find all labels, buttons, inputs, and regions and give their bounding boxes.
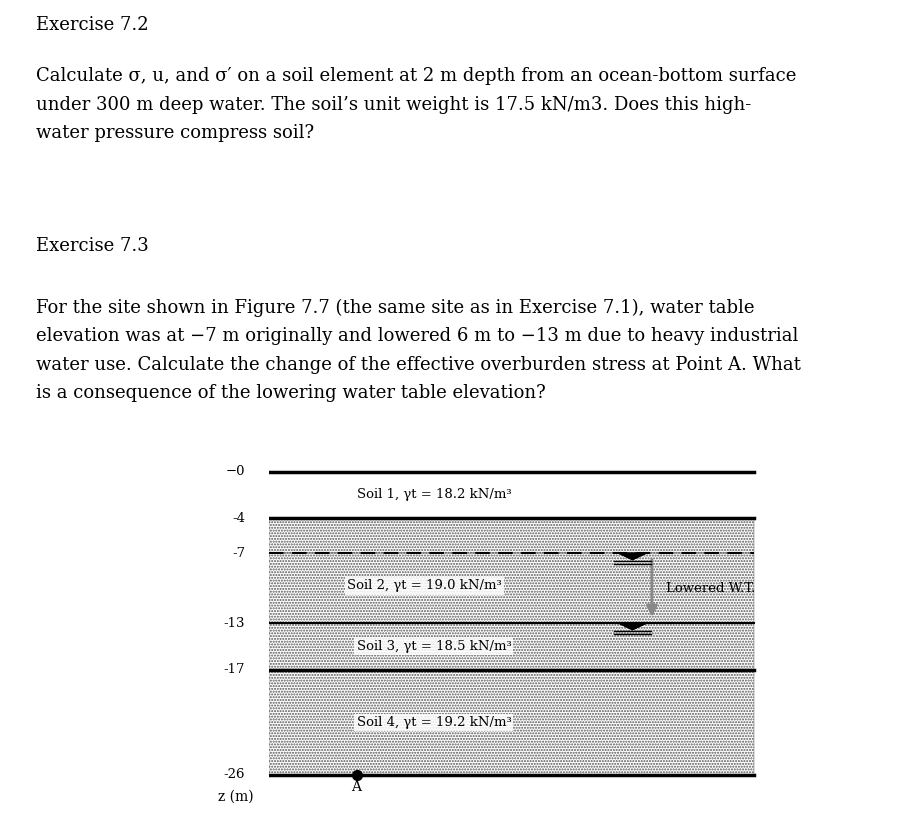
Text: -4: -4 — [233, 511, 245, 525]
Text: -17: -17 — [224, 663, 245, 676]
Bar — [269, 670, 753, 775]
Text: Soil 2, γt = 19.0 kN/m³: Soil 2, γt = 19.0 kN/m³ — [347, 579, 502, 592]
Bar — [269, 623, 753, 670]
Text: For the site shown in Figure 7.7 (the same site as in Exercise 7.1), water table: For the site shown in Figure 7.7 (the sa… — [36, 299, 801, 403]
Text: Exercise 7.3: Exercise 7.3 — [36, 237, 149, 255]
Bar — [269, 518, 753, 553]
Text: Calculate σ, u, and σ′ on a soil element at 2 m depth from an ocean-bottom surfa: Calculate σ, u, and σ′ on a soil element… — [36, 68, 797, 142]
Text: z (m): z (m) — [217, 790, 253, 804]
Text: -7: -7 — [232, 547, 245, 560]
Polygon shape — [619, 623, 646, 630]
Bar — [269, 670, 753, 775]
Text: Soil 4, γt = 19.2 kN/m³: Soil 4, γt = 19.2 kN/m³ — [357, 716, 511, 729]
Text: Soil 3, γt = 18.5 kN/m³: Soil 3, γt = 18.5 kN/m³ — [357, 640, 511, 653]
Bar — [269, 471, 753, 518]
Bar — [269, 518, 753, 553]
Polygon shape — [619, 553, 646, 560]
Text: -13: -13 — [224, 617, 245, 630]
Text: Soil 1, γt = 18.2 kN/m³: Soil 1, γt = 18.2 kN/m³ — [357, 489, 511, 502]
Bar — [269, 553, 753, 623]
Bar — [269, 553, 753, 623]
Bar — [269, 623, 753, 670]
Text: −0: −0 — [225, 465, 245, 478]
Text: -26: -26 — [224, 769, 245, 782]
Text: A: A — [351, 779, 362, 793]
Text: Exercise 7.2: Exercise 7.2 — [36, 16, 148, 34]
Text: Lowered W.T.: Lowered W.T. — [666, 582, 755, 595]
